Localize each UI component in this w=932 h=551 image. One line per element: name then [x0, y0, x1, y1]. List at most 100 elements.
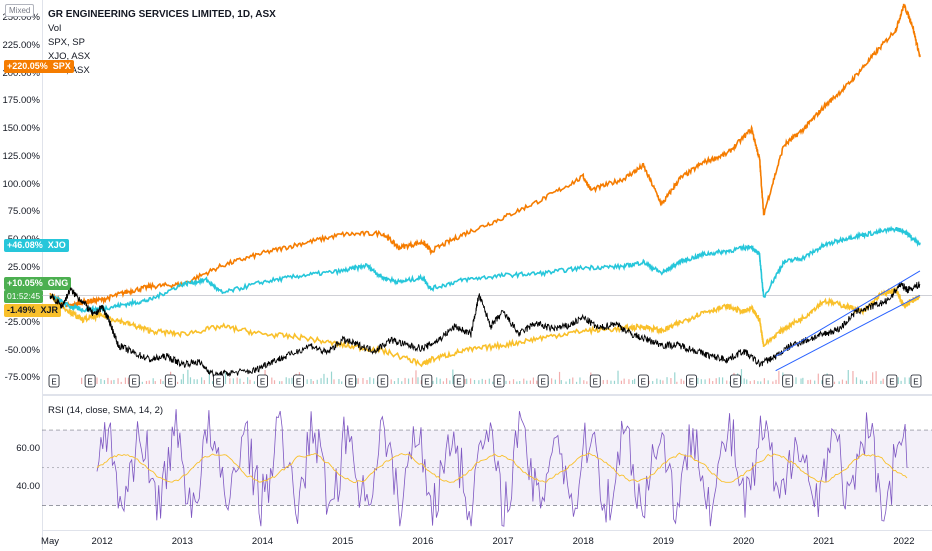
y-tick-label: 150.00%	[2, 123, 40, 135]
earnings-marker-label: E	[296, 378, 301, 387]
volume-bar	[357, 378, 359, 384]
volume-bar	[746, 379, 748, 384]
trend-channel-upper	[775, 270, 921, 357]
earnings-marker-label: E	[51, 378, 56, 387]
series-xjo-line	[49, 225, 921, 314]
x-tick-label: 2022	[893, 536, 915, 547]
volume-bar	[411, 377, 414, 384]
volume-bar	[743, 378, 745, 384]
volume-bar	[767, 380, 769, 384]
volume-bar	[281, 381, 283, 384]
volume-bar	[875, 371, 877, 384]
legend-spx[interactable]: SPX, SP	[48, 37, 85, 48]
x-tick-label: 2013	[171, 536, 193, 547]
volume-bar	[855, 377, 858, 384]
log-mode-badge[interactable]: Mixed	[5, 4, 35, 17]
rsi-rsi-line	[96, 409, 908, 527]
volume-bar	[606, 379, 608, 384]
volume-bar	[417, 377, 419, 384]
volume-bar	[96, 377, 98, 384]
volume-bar	[880, 380, 882, 384]
volume-bar	[117, 378, 119, 384]
volume-bar	[243, 381, 245, 384]
volume-bar	[861, 380, 863, 384]
volume-bar	[632, 380, 634, 384]
volume-bar	[229, 378, 231, 384]
volume-bar	[110, 380, 112, 384]
volume-bar	[579, 377, 581, 384]
gng-price-tag: +10.05% GNG	[4, 277, 72, 290]
volume-bar	[575, 381, 578, 384]
y-tick-label: 25.00%	[7, 261, 40, 273]
volume-bar	[397, 378, 399, 384]
volume-bar	[523, 378, 525, 384]
x-tick-label: 2021	[813, 536, 835, 547]
earnings-marker-label: E	[87, 378, 92, 387]
volume-bar	[420, 380, 422, 384]
volume-bar	[236, 377, 238, 384]
spx-price-tag: +220.05% SPX	[4, 60, 74, 73]
volume-bar	[708, 378, 711, 384]
earnings-marker-label: E	[216, 378, 221, 387]
volume-bar	[333, 379, 335, 384]
x-tick-label: 2017	[492, 536, 514, 547]
time-axis[interactable]: May 2012 2013 2014 2015 2016 2017 2018 2019 2020 2…	[41, 530, 932, 551]
x-tick-label: 2014	[251, 536, 274, 547]
earnings-marker	[822, 374, 834, 388]
volume-bar	[288, 378, 290, 384]
volume-bar	[445, 378, 448, 384]
volume-bar	[718, 377, 720, 384]
earnings-marker-label: E	[540, 378, 545, 387]
earnings-marker-label: E	[348, 378, 353, 387]
earnings-marker	[84, 374, 96, 388]
earnings-marker	[589, 374, 601, 388]
volume-bar	[697, 377, 699, 384]
volume-bar	[666, 377, 668, 384]
volume-bar	[772, 381, 774, 384]
earnings-marker	[910, 374, 922, 388]
rsi-label[interactable]: RSI (14, close, SMA, 14, 2)	[48, 405, 164, 416]
volume-bar	[355, 378, 357, 384]
volume-bar	[560, 380, 562, 384]
volume-bar	[565, 381, 567, 384]
rsi-y-tick-label: 40.00	[16, 480, 40, 492]
xjo-price-tag: +46.08% XJO	[4, 239, 69, 252]
volume-bar	[807, 380, 809, 384]
volume-bar	[659, 379, 661, 384]
volume-bar	[809, 379, 812, 384]
volume-bar	[613, 380, 616, 384]
y-tick-label: 175.00%	[2, 95, 40, 107]
volume-bar	[338, 378, 340, 384]
volume-bar	[529, 380, 531, 384]
rsi-y-tick-label: 60.00	[16, 442, 40, 454]
earnings-marker	[257, 374, 268, 388]
volume-bar	[449, 380, 451, 384]
volume-bar	[390, 379, 392, 384]
legend-vol[interactable]: Vol	[48, 23, 62, 34]
volume-bar	[583, 380, 585, 384]
earnings-marker-label: E	[168, 378, 173, 387]
volume-bar	[415, 370, 417, 384]
volume-bar	[316, 379, 318, 384]
volume-bar	[481, 378, 483, 384]
volume-bar	[326, 377, 328, 384]
legend-xjo[interactable]: XJO, ASX	[48, 51, 91, 62]
volume-bar	[554, 379, 556, 384]
volume-bar	[180, 379, 182, 384]
volume-bar	[680, 378, 682, 384]
volume-bar	[320, 378, 322, 384]
earnings-marker	[886, 374, 898, 388]
volume-bar	[473, 379, 476, 384]
volume-bar	[509, 380, 511, 384]
volume-bar	[141, 381, 143, 384]
earnings-marker	[48, 374, 60, 388]
earnings-marker-label: E	[132, 378, 137, 387]
volume-bar	[749, 381, 751, 384]
volume-bar	[704, 379, 706, 384]
volume-bar	[610, 380, 612, 384]
x-tick-label: 2018	[572, 536, 594, 547]
chart-title[interactable]: GR ENGINEERING SERVICES LIMITED, 1D, ASX	[48, 9, 276, 20]
x-tick-label: 2015	[332, 536, 354, 547]
volume-bar	[176, 381, 179, 384]
